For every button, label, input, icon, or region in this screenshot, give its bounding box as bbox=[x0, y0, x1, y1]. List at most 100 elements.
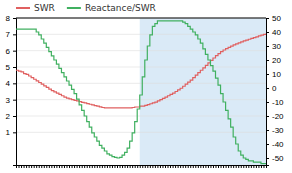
tick-mark bbox=[218, 165, 219, 168]
tick bbox=[114, 165, 115, 168]
tick-mark bbox=[266, 32, 269, 33]
tick bbox=[263, 165, 264, 168]
tick bbox=[256, 165, 257, 168]
tick-mark bbox=[26, 165, 27, 168]
tick bbox=[193, 165, 194, 168]
tick bbox=[183, 165, 184, 168]
tick bbox=[84, 165, 85, 168]
y-axis: 12345678 bbox=[6, 14, 17, 165]
tick bbox=[203, 165, 204, 168]
tick bbox=[218, 165, 219, 168]
tick-mark bbox=[51, 165, 52, 168]
tick: 5 bbox=[6, 63, 16, 72]
tick bbox=[97, 165, 98, 168]
tick-mark bbox=[188, 165, 189, 168]
tick-mark bbox=[49, 165, 50, 168]
tick: 20 bbox=[266, 56, 281, 65]
tick-mark bbox=[21, 165, 22, 168]
tick-mark bbox=[89, 165, 90, 168]
tick bbox=[228, 165, 229, 168]
tick bbox=[132, 165, 133, 168]
tick-label: 30 bbox=[272, 42, 281, 51]
tick-mark bbox=[147, 165, 148, 168]
tick-mark bbox=[130, 165, 131, 168]
tick-mark bbox=[102, 165, 103, 168]
tick bbox=[185, 165, 186, 168]
tick bbox=[195, 165, 196, 168]
tick-label: 20 bbox=[272, 56, 281, 65]
tick: 30 bbox=[266, 42, 281, 51]
tick-label: 6 bbox=[6, 47, 11, 56]
tick bbox=[236, 165, 237, 168]
tick-mark bbox=[150, 165, 151, 168]
tick bbox=[39, 165, 40, 168]
tick-mark bbox=[137, 165, 138, 168]
tick-mark bbox=[142, 165, 143, 168]
tick-mark bbox=[266, 60, 269, 61]
tick: -50 bbox=[266, 154, 284, 163]
tick-mark bbox=[46, 165, 47, 168]
grid-line bbox=[16, 67, 266, 68]
tick-label: 40 bbox=[272, 28, 281, 37]
tick bbox=[175, 165, 176, 168]
tick bbox=[168, 165, 169, 168]
tick-mark bbox=[114, 165, 115, 168]
tick bbox=[21, 165, 22, 168]
tick bbox=[112, 165, 113, 168]
tick-mark bbox=[13, 67, 16, 68]
tick-mark bbox=[213, 165, 214, 168]
tick-mark bbox=[13, 51, 16, 52]
tick-mark bbox=[152, 165, 153, 168]
tick: 8 bbox=[6, 14, 16, 23]
x-axis bbox=[17, 165, 267, 168]
tick bbox=[231, 165, 232, 168]
tick bbox=[137, 165, 138, 168]
tick-mark bbox=[117, 165, 118, 168]
tick-mark bbox=[109, 165, 110, 168]
tick-mark bbox=[112, 165, 113, 168]
tick-label: 3 bbox=[6, 96, 11, 105]
tick-mark bbox=[266, 18, 269, 19]
tick bbox=[104, 165, 105, 168]
tick-mark bbox=[104, 165, 105, 168]
tick bbox=[178, 165, 179, 168]
tick bbox=[54, 165, 55, 168]
tick bbox=[157, 165, 158, 168]
axis-line bbox=[13, 19, 17, 166]
y2-axis: -50-40-30-20-1001020304050 bbox=[266, 14, 284, 165]
grid-line bbox=[16, 34, 266, 35]
tick-mark bbox=[72, 165, 73, 168]
tick-mark bbox=[233, 165, 234, 168]
tick: 2 bbox=[6, 112, 16, 121]
tick-mark bbox=[122, 165, 123, 168]
frame bbox=[16, 18, 266, 19]
tick-mark bbox=[203, 165, 204, 168]
tick-mark bbox=[215, 165, 216, 168]
tick-mark bbox=[13, 100, 16, 101]
legend-item: Reactance/SWR bbox=[67, 3, 156, 13]
tick bbox=[69, 165, 70, 168]
tick-mark bbox=[266, 144, 269, 145]
tick bbox=[117, 165, 118, 168]
grid-line bbox=[16, 83, 266, 84]
legend-label: Reactance/SWR bbox=[85, 3, 156, 13]
tick: -20 bbox=[266, 112, 284, 121]
tick-mark bbox=[77, 165, 78, 168]
tick-label: -30 bbox=[272, 126, 284, 135]
tick bbox=[188, 165, 189, 168]
tick bbox=[130, 165, 131, 168]
tick-mark bbox=[266, 158, 269, 159]
tick-mark bbox=[266, 88, 269, 89]
tick bbox=[248, 165, 249, 168]
tick: 6 bbox=[6, 47, 16, 56]
legend-swatch bbox=[16, 7, 30, 9]
tick-mark bbox=[185, 165, 186, 168]
tick bbox=[44, 165, 45, 168]
tick-mark bbox=[13, 132, 16, 133]
tick-label: 1 bbox=[6, 128, 11, 137]
tick-mark bbox=[178, 165, 179, 168]
tick-mark bbox=[107, 165, 108, 168]
tick bbox=[67, 165, 68, 168]
tick: 3 bbox=[6, 96, 16, 105]
tick-mark bbox=[256, 165, 257, 168]
